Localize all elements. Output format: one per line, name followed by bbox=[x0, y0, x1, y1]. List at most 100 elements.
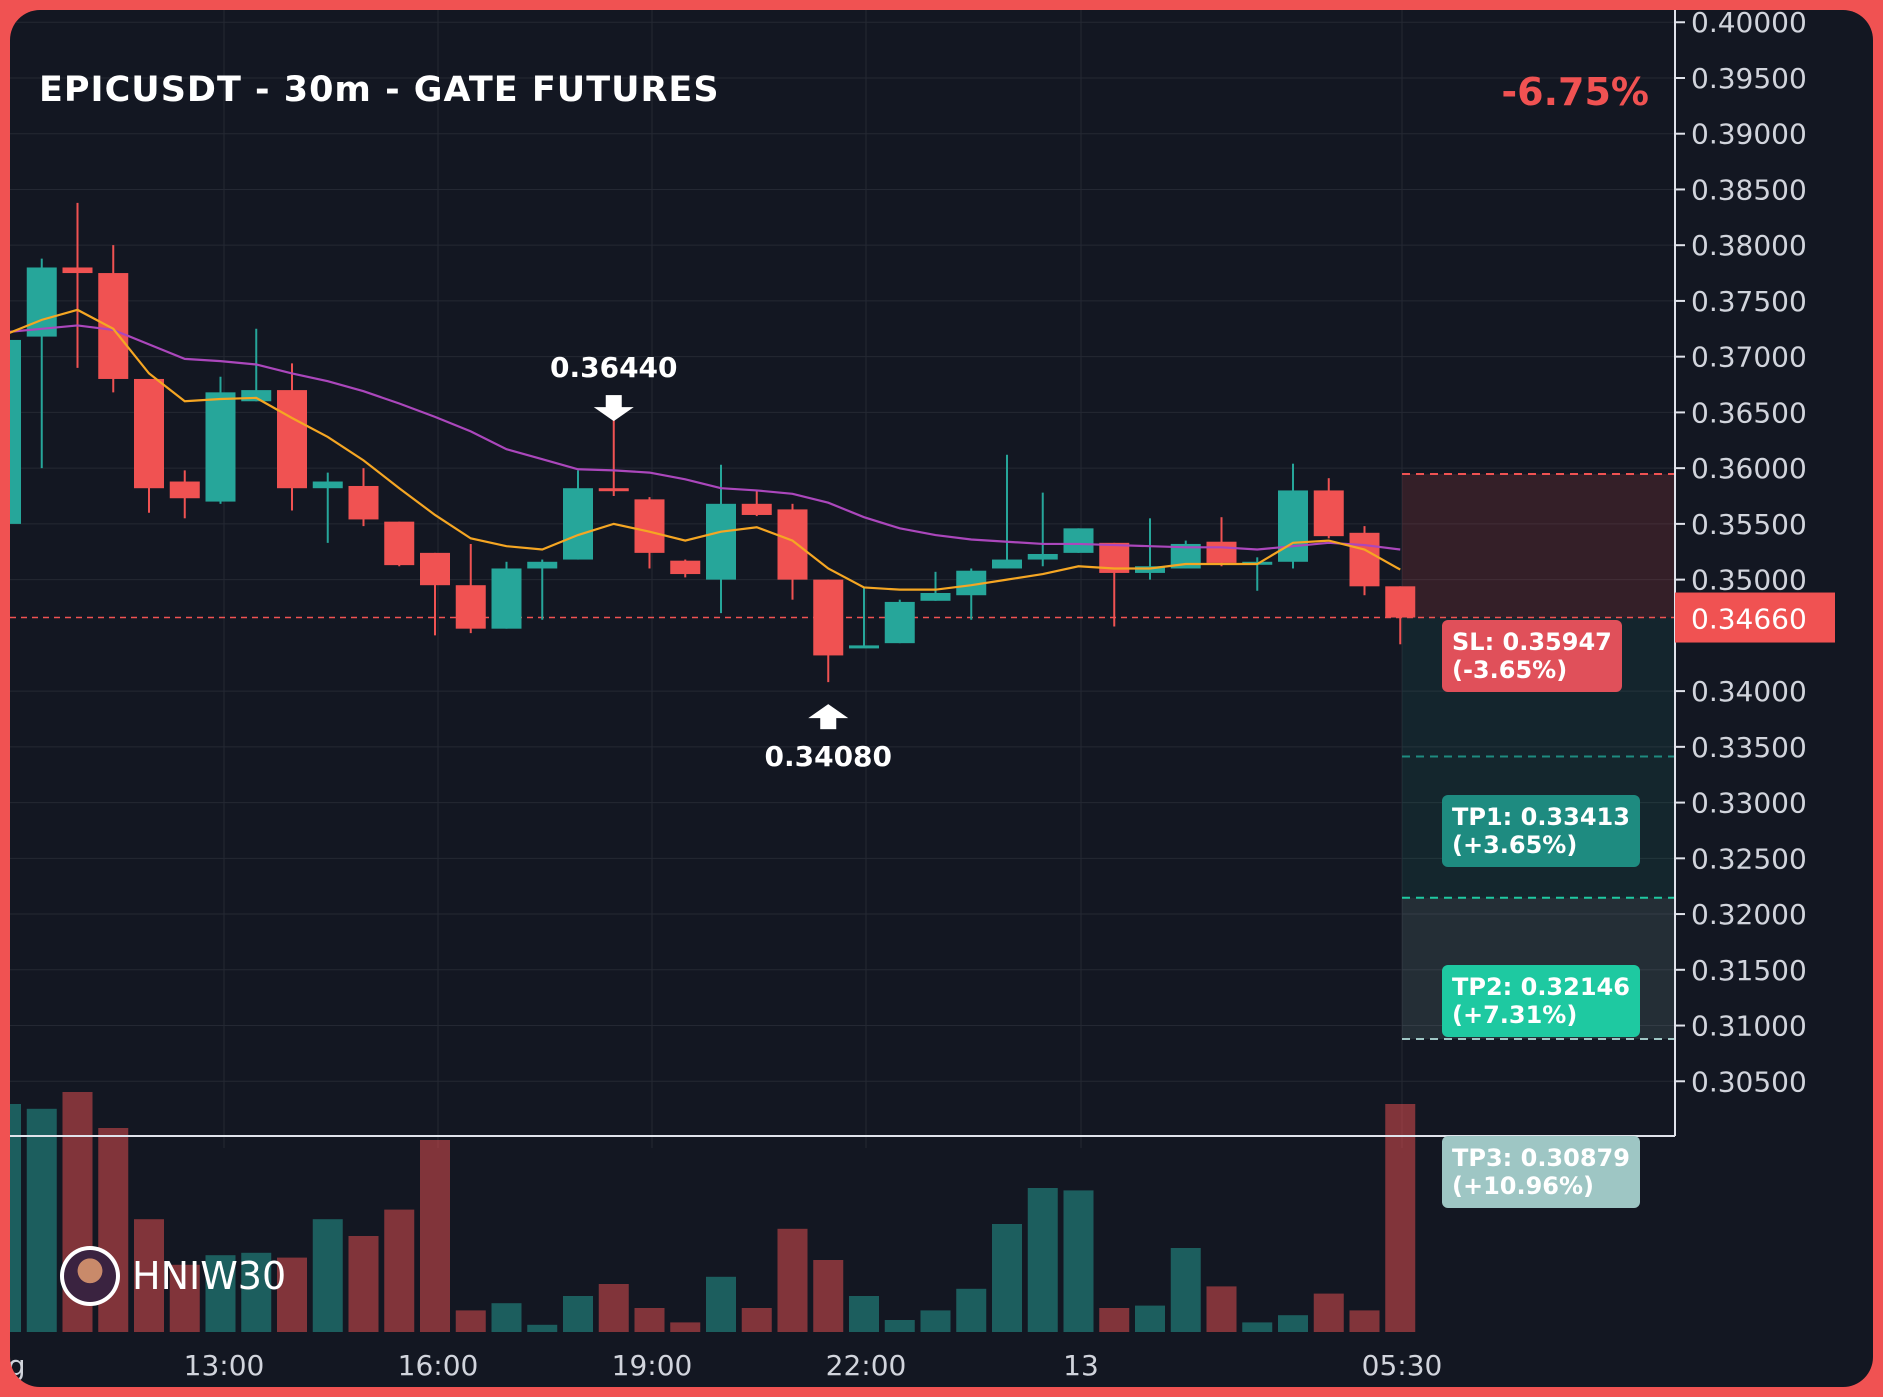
y-tick-label: 0.33500 bbox=[1691, 731, 1807, 764]
candle-body bbox=[98, 273, 129, 379]
candle-body bbox=[670, 560, 701, 575]
volume-bar bbox=[1063, 1190, 1094, 1332]
candle-body bbox=[598, 488, 629, 492]
high-arrow bbox=[593, 407, 634, 422]
volume-bar bbox=[634, 1308, 665, 1332]
volume-bar bbox=[348, 1236, 379, 1332]
volume-bar bbox=[1170, 1248, 1201, 1332]
volume-bar bbox=[241, 1252, 272, 1332]
candle-body bbox=[348, 485, 379, 520]
volume-bar bbox=[1242, 1322, 1273, 1332]
ema-slow-line bbox=[10, 324, 1401, 551]
chart-title: EPICUSDT - 30m - GATE FUTURES bbox=[39, 70, 720, 110]
y-tick-label: 0.30500 bbox=[1691, 1065, 1807, 1098]
y-tick-label: 0.34000 bbox=[1691, 675, 1807, 708]
volume-bar bbox=[1349, 1310, 1380, 1332]
low-annotation: 0.34080 bbox=[764, 740, 892, 773]
candle-body bbox=[1063, 528, 1094, 553]
y-tick-label: 0.38500 bbox=[1691, 173, 1807, 206]
candle-body bbox=[455, 585, 486, 629]
volume-bar bbox=[670, 1322, 701, 1332]
tp1-label: TP1: 0.33413 (+3.65%) bbox=[1442, 795, 1640, 867]
candle-body bbox=[813, 579, 844, 656]
candle-body bbox=[1278, 490, 1308, 562]
volume-bar bbox=[992, 1224, 1022, 1332]
volume-bar bbox=[813, 1260, 844, 1332]
high-annotation: 0.36440 bbox=[550, 351, 678, 384]
volume-bar bbox=[277, 1257, 307, 1332]
low-arrow bbox=[808, 704, 849, 719]
candle-body bbox=[527, 561, 558, 569]
candle-body bbox=[777, 509, 808, 580]
x-tick-label: 13 bbox=[1063, 1349, 1099, 1382]
candle-body bbox=[563, 488, 593, 560]
candle-body bbox=[420, 552, 450, 586]
y-tick-label: 0.37000 bbox=[1691, 341, 1807, 374]
volume-bar bbox=[1313, 1293, 1344, 1332]
volume-bar bbox=[1206, 1286, 1237, 1332]
y-tick-label: 0.37500 bbox=[1691, 285, 1807, 318]
volume-bar bbox=[598, 1284, 629, 1332]
candle-body bbox=[1313, 490, 1344, 537]
candle-body bbox=[634, 499, 665, 553]
candle-body bbox=[1135, 566, 1165, 573]
last-price-label: 0.34660 bbox=[1691, 603, 1807, 636]
volume-bar bbox=[10, 1104, 21, 1332]
tp2-label: TP2: 0.32146 (+7.31%) bbox=[1442, 965, 1640, 1037]
candle-body bbox=[169, 481, 200, 499]
brand: HNIW30 bbox=[60, 1246, 286, 1306]
tp3-label: TP3: 0.30879 (+10.96%) bbox=[1442, 1136, 1640, 1208]
volume-bar bbox=[455, 1310, 486, 1332]
x-tick-label: 19:00 bbox=[612, 1349, 693, 1382]
x-tick-label: 13:00 bbox=[184, 1349, 265, 1382]
x-tick-label: 05:30 bbox=[1362, 1349, 1443, 1382]
candle-body bbox=[1027, 553, 1058, 560]
volume-bar bbox=[777, 1228, 808, 1332]
y-tick-label: 0.32500 bbox=[1691, 842, 1807, 875]
volume-bar bbox=[956, 1288, 987, 1332]
y-tick-label: 0.39500 bbox=[1691, 62, 1807, 95]
y-tick-label: 0.31500 bbox=[1691, 954, 1807, 987]
candle-body bbox=[920, 593, 951, 601]
y-tick-label: 0.33000 bbox=[1691, 787, 1807, 820]
y-tick-label: 0.40000 bbox=[1691, 10, 1807, 39]
avatar bbox=[60, 1246, 120, 1306]
sl-label: SL: 0.35947 (-3.65%) bbox=[1442, 620, 1622, 692]
candle-body bbox=[491, 568, 522, 629]
volume-bar bbox=[384, 1209, 415, 1332]
chart-frame: 0.40000 0.39500 0.39000 0.38500 0.38000 0.375… bbox=[10, 10, 1873, 1387]
volume-bar bbox=[884, 1320, 915, 1332]
candle-body bbox=[849, 645, 879, 649]
y-tick-label: 0.38000 bbox=[1691, 229, 1807, 262]
volume-bar bbox=[1027, 1188, 1058, 1332]
candle-body bbox=[1349, 532, 1380, 587]
candle-body bbox=[384, 521, 415, 566]
y-tick-label: 0.32000 bbox=[1691, 898, 1807, 931]
candle-body bbox=[884, 601, 915, 644]
candle-body bbox=[10, 339, 21, 524]
y-tick-label: 0.35000 bbox=[1691, 564, 1807, 597]
brand-name: HNIW30 bbox=[132, 1254, 287, 1298]
candle-body bbox=[992, 559, 1022, 569]
candle-body bbox=[241, 390, 272, 402]
volume-bar bbox=[169, 1264, 200, 1332]
x-tick-label: 22:00 bbox=[826, 1349, 907, 1382]
volume-bar bbox=[1135, 1305, 1165, 1332]
ema-fast-line bbox=[10, 308, 1401, 591]
candle-body bbox=[26, 267, 57, 337]
candle-body bbox=[205, 392, 236, 502]
candle-body bbox=[312, 481, 343, 489]
avatar-image bbox=[64, 1250, 116, 1302]
volume-bar bbox=[920, 1310, 951, 1332]
volume-bar bbox=[420, 1140, 450, 1332]
candle-body bbox=[1385, 586, 1416, 618]
last-price-badge bbox=[1675, 592, 1835, 643]
y-tick-label: 0.31000 bbox=[1691, 1010, 1807, 1043]
volume-bar bbox=[741, 1308, 772, 1332]
volume-bar bbox=[849, 1296, 879, 1332]
volume-bar bbox=[527, 1324, 558, 1332]
candle-body bbox=[277, 390, 307, 489]
volume-bar bbox=[1099, 1308, 1130, 1332]
x-tick-label: 16:00 bbox=[398, 1349, 479, 1382]
candle-body bbox=[741, 503, 772, 515]
